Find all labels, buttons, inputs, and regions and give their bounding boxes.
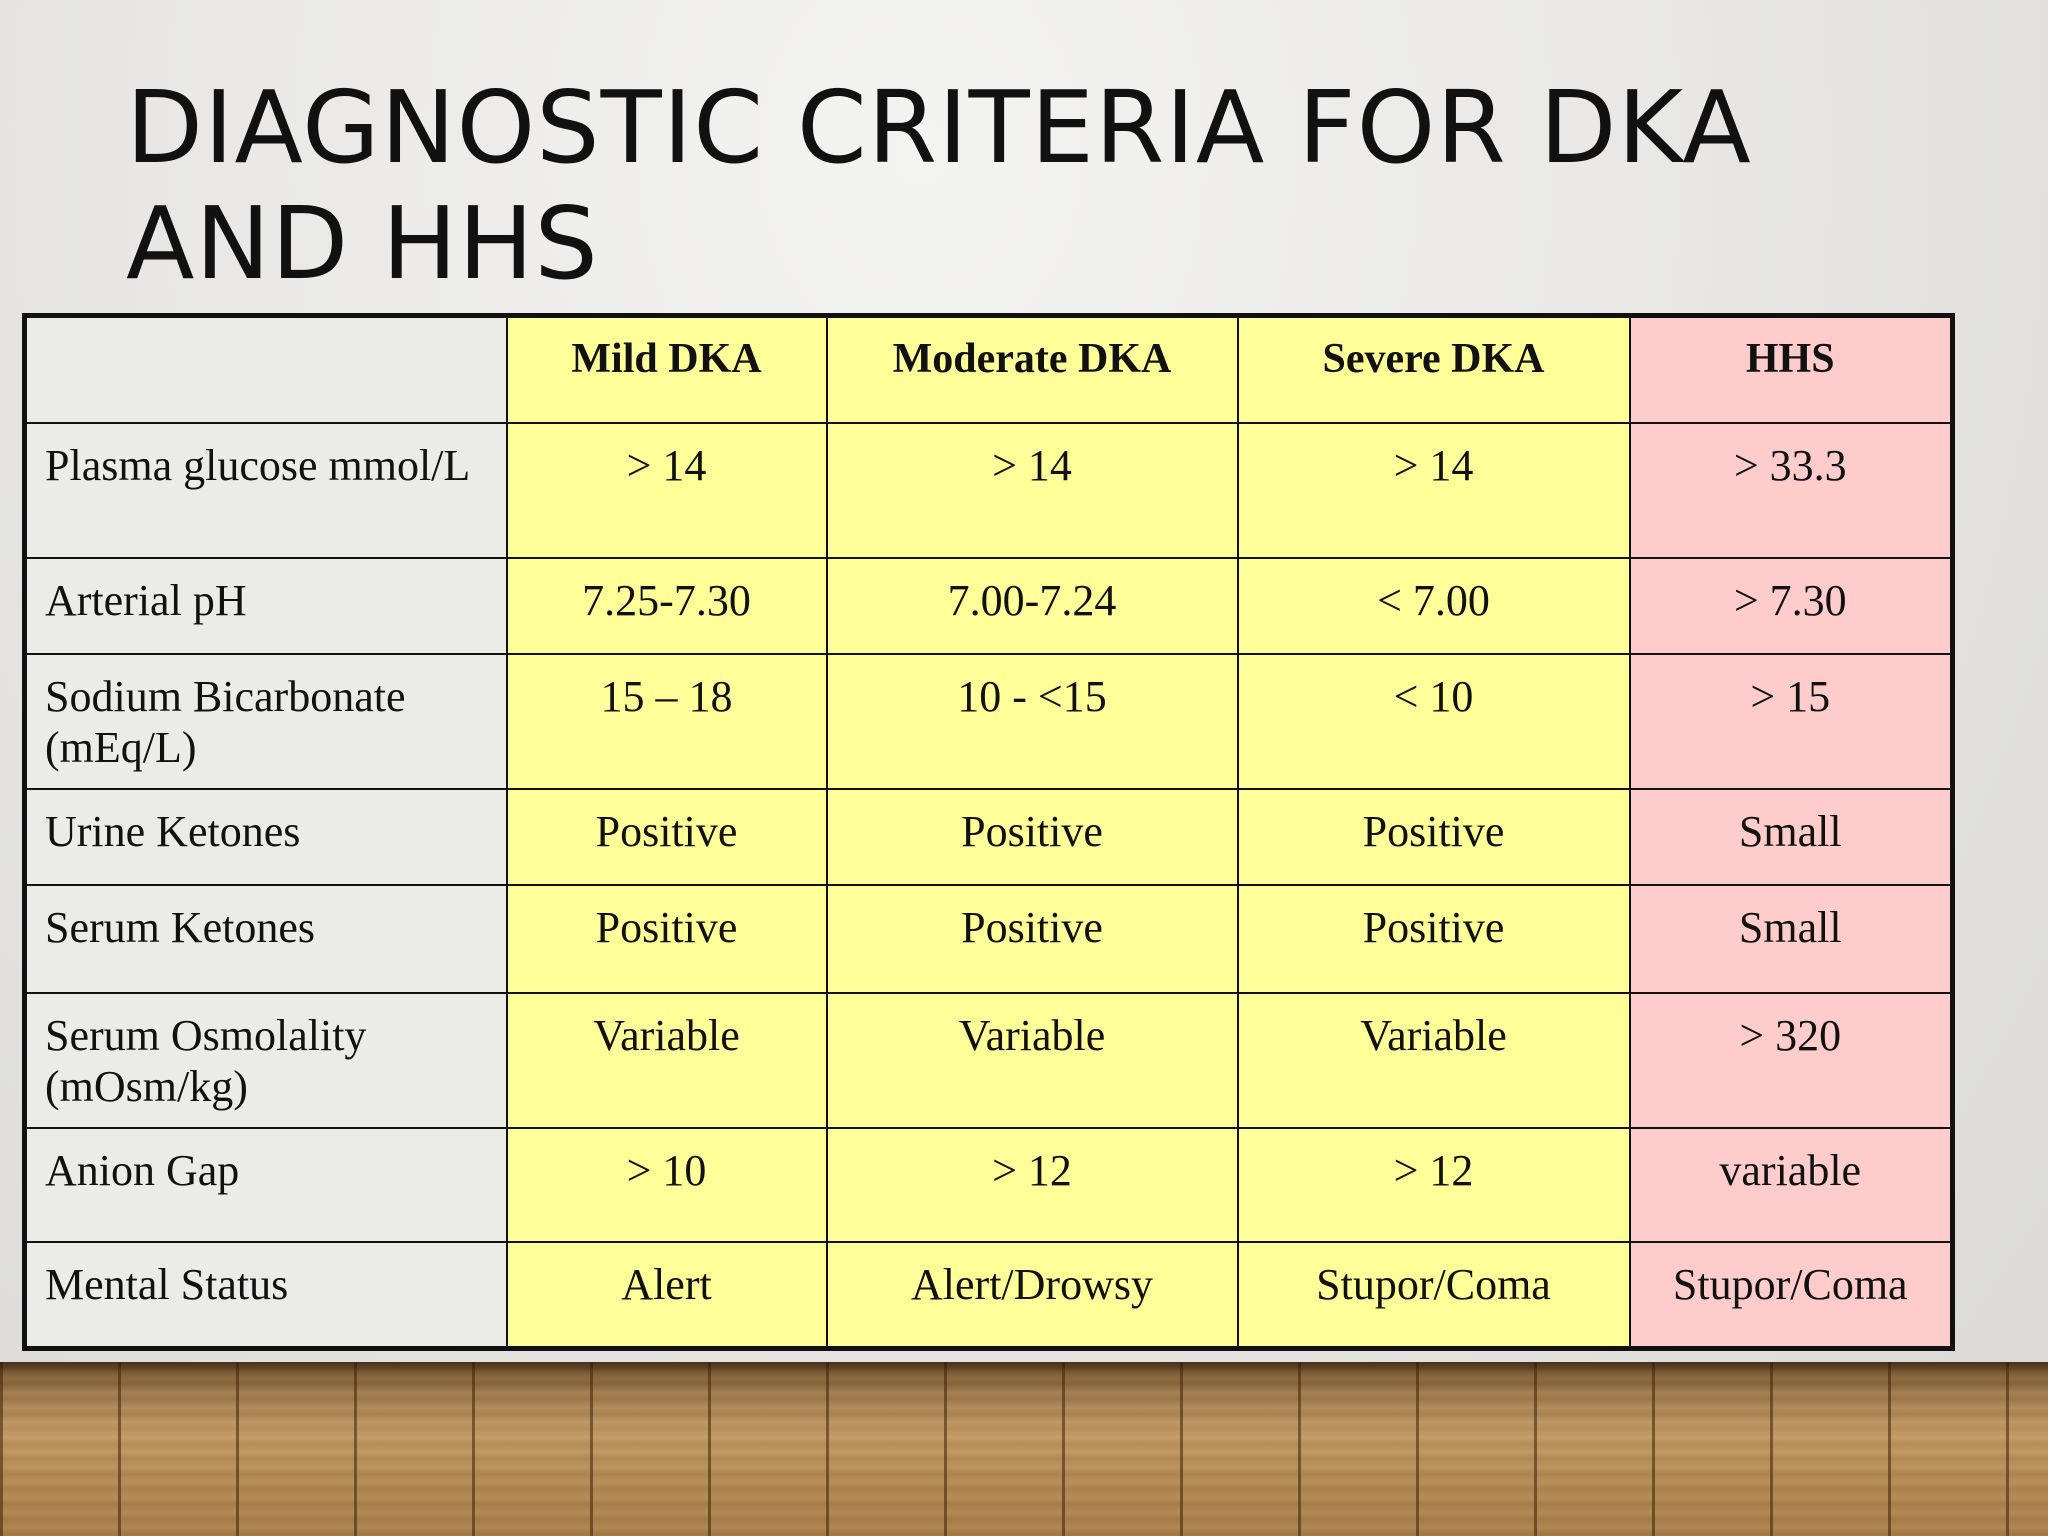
table-row: Anion Gap > 10 > 12 > 12 variable [23,1126,1954,1244]
table-row: Urine Ketones Positive Positive Positive… [23,788,1954,887]
table-cell: Positive [505,788,828,887]
column-header-moderate-dka: Moderate DKA [825,314,1239,424]
table-cell: Positive [825,788,1239,887]
table-cell: Variable [825,991,1239,1129]
table-cell: Alert [505,1241,828,1350]
table-cell: 7.25-7.30 [505,556,828,655]
row-label: Sodium Bicarbonate (mEq/L) [23,652,508,791]
table-cell: Variable [505,991,828,1129]
table-cell: 7.00-7.24 [825,556,1239,655]
row-label: Serum Osmolality (mOsm/kg) [23,991,508,1129]
table-row: Arterial pH 7.25-7.30 7.00-7.24 < 7.00 >… [23,556,1954,655]
table-cell: Variable [1236,991,1631,1129]
table-row: Serum Osmolality (mOsm/kg) Variable Vari… [23,991,1954,1129]
table-cell: > 7.30 [1628,556,1954,655]
table-row: Serum Ketones Positive Positive Positive… [23,884,1954,994]
table-cell: > 33.3 [1628,421,1954,559]
table-cell: 15 – 18 [505,652,828,791]
column-header-mild-dka: Mild DKA [505,314,828,424]
slide-title: DIAGNOSTIC CRITERIA FOR DKA AND HHS [126,69,1752,302]
table-cell: > 320 [1628,991,1954,1129]
table-row: Plasma glucose mmol/L > 14 > 14 > 14 > 3… [23,421,1954,559]
table-cell: Stupor/Coma [1236,1241,1631,1350]
row-label: Mental Status [23,1241,508,1350]
table-cell: > 12 [825,1126,1239,1244]
table-cell: Small [1628,788,1954,887]
column-header-severe-dka: Severe DKA [1236,314,1631,424]
table-cell: 10 - <15 [825,652,1239,791]
table-cell: Positive [825,884,1239,994]
table-cell: Positive [1236,788,1631,887]
table-cell: > 14 [505,421,828,559]
criteria-table: Mild DKA Moderate DKA Severe DKA HHS Pla… [22,313,1955,1351]
table-cell: < 7.00 [1236,556,1631,655]
table-cell: Small [1628,884,1954,994]
column-header-hhs: HHS [1628,314,1954,424]
table-row: Mental Status Alert Alert/Drowsy Stupor/… [23,1241,1954,1350]
table-row: Sodium Bicarbonate (mEq/L) 15 – 18 10 - … [23,652,1954,791]
table-cell: > 14 [1236,421,1631,559]
table-cell: > 14 [825,421,1239,559]
corner-cell [23,314,508,424]
table-cell: > 12 [1236,1126,1631,1244]
table-cell: > 10 [505,1126,828,1244]
table-cell: variable [1628,1126,1954,1244]
table-cell: < 10 [1236,652,1631,791]
table-cell: Positive [1236,884,1631,994]
header-row: Mild DKA Moderate DKA Severe DKA HHS [23,314,1954,424]
wood-floor [0,1362,2048,1536]
row-label: Serum Ketones [23,884,508,994]
table-cell: > 15 [1628,652,1954,791]
row-label: Arterial pH [23,556,508,655]
row-label: Plasma glucose mmol/L [23,421,508,559]
row-label: Urine Ketones [23,788,508,887]
table-cell: Stupor/Coma [1628,1241,1954,1350]
row-label: Anion Gap [23,1126,508,1244]
table-cell: Positive [505,884,828,994]
table-cell: Alert/Drowsy [825,1241,1239,1350]
